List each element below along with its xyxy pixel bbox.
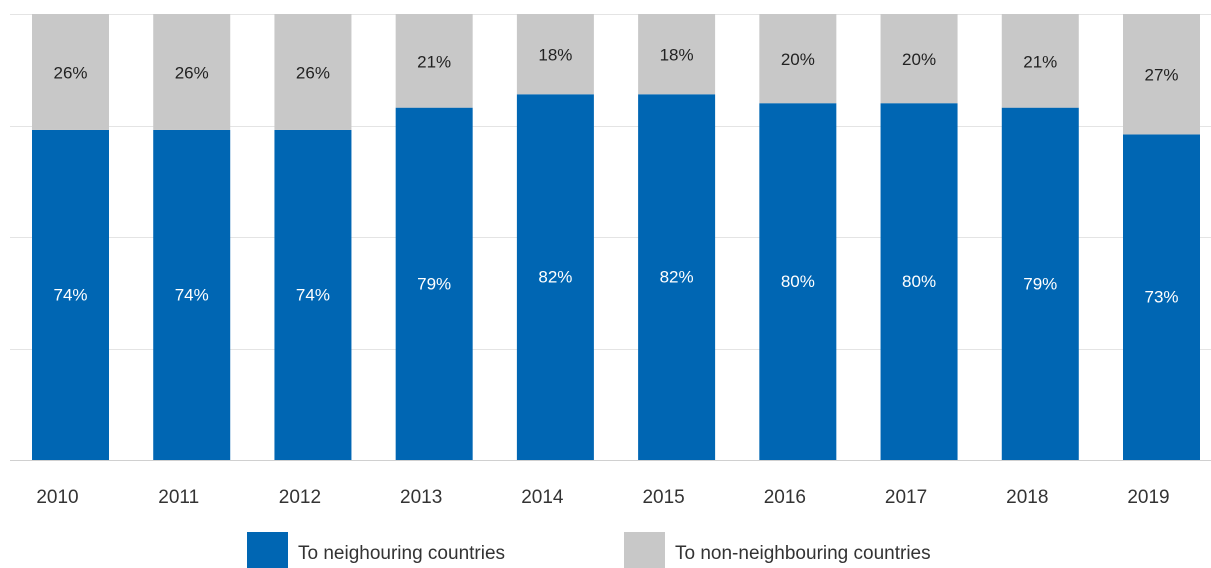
data-label-neighbouring: 73%: [1144, 288, 1178, 307]
data-label-non-neighbouring: 18%: [660, 46, 694, 65]
data-label-neighbouring: 80%: [902, 272, 936, 291]
data-label-non-neighbouring: 20%: [781, 50, 815, 69]
data-label-non-neighbouring: 21%: [417, 52, 451, 71]
data-label-non-neighbouring: 20%: [902, 50, 936, 69]
bar-neighbouring-2013: [395, 107, 473, 460]
data-label-neighbouring: 74%: [175, 285, 209, 304]
data-label-neighbouring: 80%: [781, 272, 815, 291]
data-label-neighbouring: 79%: [417, 274, 451, 293]
bar-neighbouring-2015: [638, 94, 716, 460]
x-tick-label: 2015: [642, 487, 684, 508]
data-label-neighbouring: 74%: [296, 285, 330, 304]
bar-neighbouring-2011: [153, 129, 231, 460]
x-tick-label: 2017: [885, 487, 927, 508]
data-label-non-neighbouring: 26%: [296, 63, 330, 82]
bar-non-neighbouring-2014: [516, 14, 594, 95]
data-label-non-neighbouring: 27%: [1144, 66, 1178, 85]
bar-non-neighbouring-2017: [880, 14, 958, 104]
bar-neighbouring-2019: [1123, 134, 1200, 461]
bar-non-neighbouring-2010: [32, 14, 109, 130]
x-tick-label: 2016: [764, 487, 806, 508]
bar-labels: 74% 26% 74% 26% 74% 26% 79% 21% 82% 18% 82% 18% 80% 2…: [53, 46, 1178, 307]
x-axis-tick-labels: 2010 2011 2012 2013 2014 2015 2016 2017 2018 2019: [36, 487, 1169, 508]
x-tick-label: 2013: [400, 487, 442, 508]
data-label-non-neighbouring: 26%: [175, 63, 209, 82]
bar-non-neighbouring-2011: [153, 14, 231, 130]
bar-non-neighbouring-2016: [759, 14, 837, 104]
bar-neighbouring-2010: [32, 129, 109, 460]
bar-non-neighbouring-2019: [1123, 14, 1200, 135]
bar-neighbouring-2014: [516, 94, 594, 460]
bar-neighbouring-2017: [880, 103, 958, 460]
data-label-neighbouring: 79%: [1023, 274, 1057, 293]
legend-label-neighbouring: To neighouring countries: [298, 543, 505, 564]
bar-non-neighbouring-2012: [274, 14, 352, 130]
x-tick-label: 2019: [1127, 487, 1169, 508]
x-tick-label: 2014: [521, 487, 564, 508]
legend-swatch-non-neighbouring: [624, 532, 665, 568]
legend-swatch-neighbouring: [247, 532, 288, 568]
legend-label-non-neighbouring: To non-neighbouring countries: [675, 543, 931, 564]
bar-neighbouring-2016: [759, 103, 837, 460]
x-tick-label: 2010: [36, 487, 78, 508]
data-label-non-neighbouring: 26%: [53, 63, 87, 82]
data-label-neighbouring: 74%: [53, 285, 87, 304]
data-label-neighbouring: 82%: [660, 268, 694, 287]
data-label-neighbouring: 82%: [538, 268, 572, 287]
x-tick-label: 2012: [279, 487, 321, 508]
x-tick-label: 2011: [158, 487, 199, 508]
x-tick-label: 2018: [1006, 487, 1048, 508]
bar-neighbouring-2012: [274, 129, 352, 460]
bar-non-neighbouring-2018: [1001, 14, 1079, 108]
data-label-non-neighbouring: 21%: [1023, 52, 1057, 71]
bars: [32, 14, 1200, 461]
data-label-non-neighbouring: 18%: [538, 46, 572, 65]
legend: To neighouring countries To non-neighbour…: [247, 532, 931, 568]
bar-non-neighbouring-2013: [395, 14, 473, 108]
bar-non-neighbouring-2015: [638, 14, 716, 95]
bar-neighbouring-2018: [1001, 107, 1079, 460]
